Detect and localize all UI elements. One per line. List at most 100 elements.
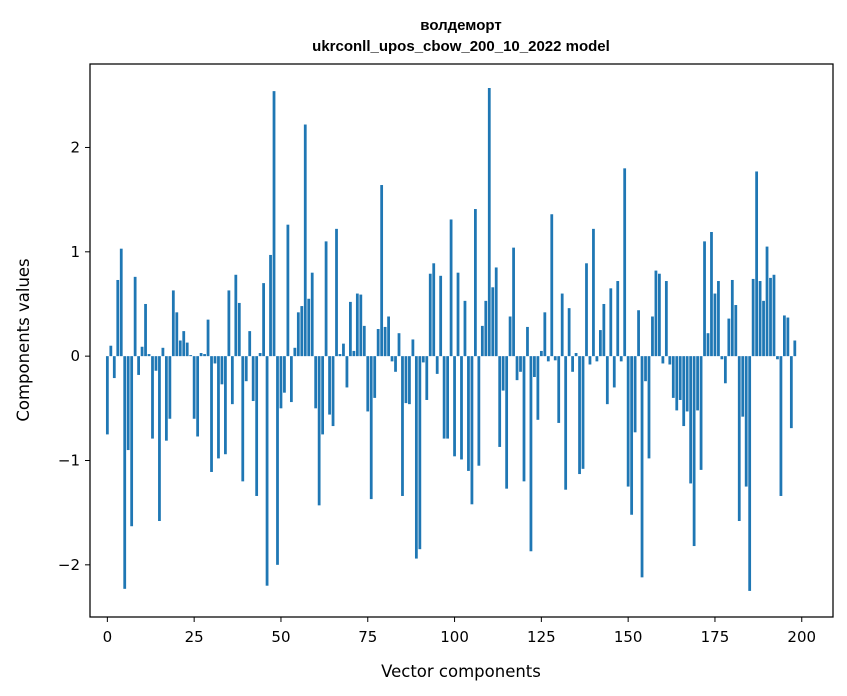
bar-21 xyxy=(178,340,182,357)
bar-194 xyxy=(779,356,783,496)
bar-series xyxy=(105,88,797,591)
bar-74 xyxy=(362,325,366,357)
y-tick-label: 1 xyxy=(70,243,80,261)
bar-129 xyxy=(553,356,557,361)
bar-135 xyxy=(574,353,578,357)
bar-191 xyxy=(769,277,772,357)
bar-97 xyxy=(442,356,446,439)
bar-144 xyxy=(605,356,609,405)
bar-38 xyxy=(237,302,241,357)
y-axis-label: Components values xyxy=(14,258,33,421)
bar-117 xyxy=(512,247,515,357)
bar-189 xyxy=(762,300,765,357)
bar-146 xyxy=(612,356,616,388)
bar-125 xyxy=(539,350,543,357)
bar-157 xyxy=(651,316,654,357)
bar-98 xyxy=(446,356,449,439)
bar-49 xyxy=(276,356,279,565)
bar-91 xyxy=(421,356,425,363)
x-tick-label: 175 xyxy=(701,628,730,646)
bar-23 xyxy=(185,342,189,357)
bar-108 xyxy=(480,325,484,357)
y-tick-label: 0 xyxy=(70,347,80,365)
bar-103 xyxy=(463,300,467,357)
bar-65 xyxy=(331,356,335,427)
bar-130 xyxy=(557,356,561,423)
bar-2 xyxy=(112,356,116,379)
bar-192 xyxy=(772,274,776,357)
bar-104 xyxy=(467,356,470,471)
bar-60 xyxy=(314,356,318,409)
bar-160 xyxy=(661,356,665,364)
bar-197 xyxy=(789,356,793,429)
bar-50 xyxy=(279,356,283,409)
bar-169 xyxy=(692,356,696,547)
bar-18 xyxy=(168,356,172,419)
bar-165 xyxy=(678,356,682,400)
bar-6 xyxy=(126,356,130,451)
bar-58 xyxy=(307,298,311,357)
bar-166 xyxy=(682,356,686,427)
bar-137 xyxy=(581,356,585,469)
bar-107 xyxy=(477,356,481,466)
bar-99 xyxy=(449,219,453,357)
bar-35 xyxy=(227,290,231,357)
bar-111 xyxy=(491,287,495,357)
bar-195 xyxy=(783,315,786,357)
bar-62 xyxy=(321,356,325,435)
bar-113 xyxy=(498,356,502,447)
bar-33 xyxy=(220,356,224,385)
bar-120 xyxy=(522,356,526,482)
bar-149 xyxy=(623,168,627,357)
bar-52 xyxy=(286,224,290,357)
bar-127 xyxy=(546,356,550,362)
bar-32 xyxy=(217,356,220,459)
bar-56 xyxy=(300,306,304,357)
x-tick-label: 150 xyxy=(614,628,643,646)
bar-59 xyxy=(310,272,314,357)
bar-92 xyxy=(425,356,429,400)
bar-140 xyxy=(592,228,595,357)
bar-22 xyxy=(182,331,186,357)
bar-173 xyxy=(706,333,710,357)
y-tick-label: −1 xyxy=(58,451,80,469)
bar-88 xyxy=(411,339,415,357)
bar-79 xyxy=(380,185,384,357)
bar-4 xyxy=(119,248,123,357)
bar-90 xyxy=(418,356,422,550)
bar-54 xyxy=(293,347,297,357)
bar-24 xyxy=(189,355,193,357)
bar-148 xyxy=(619,356,623,362)
bar-198 xyxy=(793,340,797,357)
bar-40 xyxy=(244,356,248,382)
bar-171 xyxy=(699,356,703,470)
bar-124 xyxy=(536,356,540,420)
bar-187 xyxy=(755,171,759,357)
bar-77 xyxy=(373,356,377,398)
bar-100 xyxy=(453,356,456,457)
bar-82 xyxy=(390,356,394,362)
bar-17 xyxy=(164,356,168,441)
bar-1 xyxy=(109,345,113,357)
bar-78 xyxy=(376,329,380,357)
bar-161 xyxy=(664,281,668,357)
x-tick-label: 125 xyxy=(527,628,556,646)
bar-188 xyxy=(758,281,762,357)
bar-123 xyxy=(533,356,536,378)
chart-title-line-1: волдеморт xyxy=(420,17,501,34)
bar-142 xyxy=(598,330,602,357)
bar-102 xyxy=(460,356,463,460)
bar-26 xyxy=(196,356,200,437)
x-tick-label: 0 xyxy=(103,628,113,646)
x-axis-label: Vector components xyxy=(381,662,541,681)
bar-163 xyxy=(671,356,675,398)
bar-101 xyxy=(456,272,460,357)
bar-185 xyxy=(748,356,752,591)
bar-196 xyxy=(786,317,790,357)
bar-16 xyxy=(161,347,165,357)
bar-181 xyxy=(734,305,738,357)
bar-0 xyxy=(105,356,109,435)
bar-136 xyxy=(578,356,581,475)
bar-168 xyxy=(689,356,693,484)
